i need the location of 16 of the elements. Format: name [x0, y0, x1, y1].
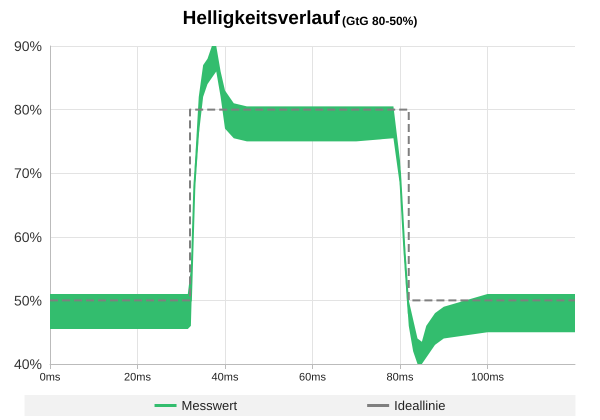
- x-tick-label: 100ms: [470, 372, 504, 384]
- x-tick-label: 0ms: [40, 372, 61, 384]
- chart-subtitle: (GtG 80-50%): [342, 14, 418, 28]
- x-tick-label: 80ms: [386, 372, 414, 384]
- y-tick-label: 60%: [14, 228, 42, 245]
- y-tick-label: 50%: [14, 292, 42, 308]
- chart-title: Helligkeitsverlauf: [182, 8, 341, 29]
- x-tick-label: 20ms: [124, 372, 152, 384]
- y-tick-label: 70%: [14, 165, 42, 182]
- legend-label: Ideallinie: [394, 398, 446, 413]
- y-tick-label: 40%: [14, 356, 42, 372]
- y-tick-label: 90%: [14, 38, 42, 54]
- x-tick-label: 60ms: [299, 372, 326, 384]
- x-tick-label: 40ms: [212, 372, 239, 384]
- y-tick-label: 80%: [14, 102, 42, 118]
- legend-label: Messwert: [182, 398, 238, 413]
